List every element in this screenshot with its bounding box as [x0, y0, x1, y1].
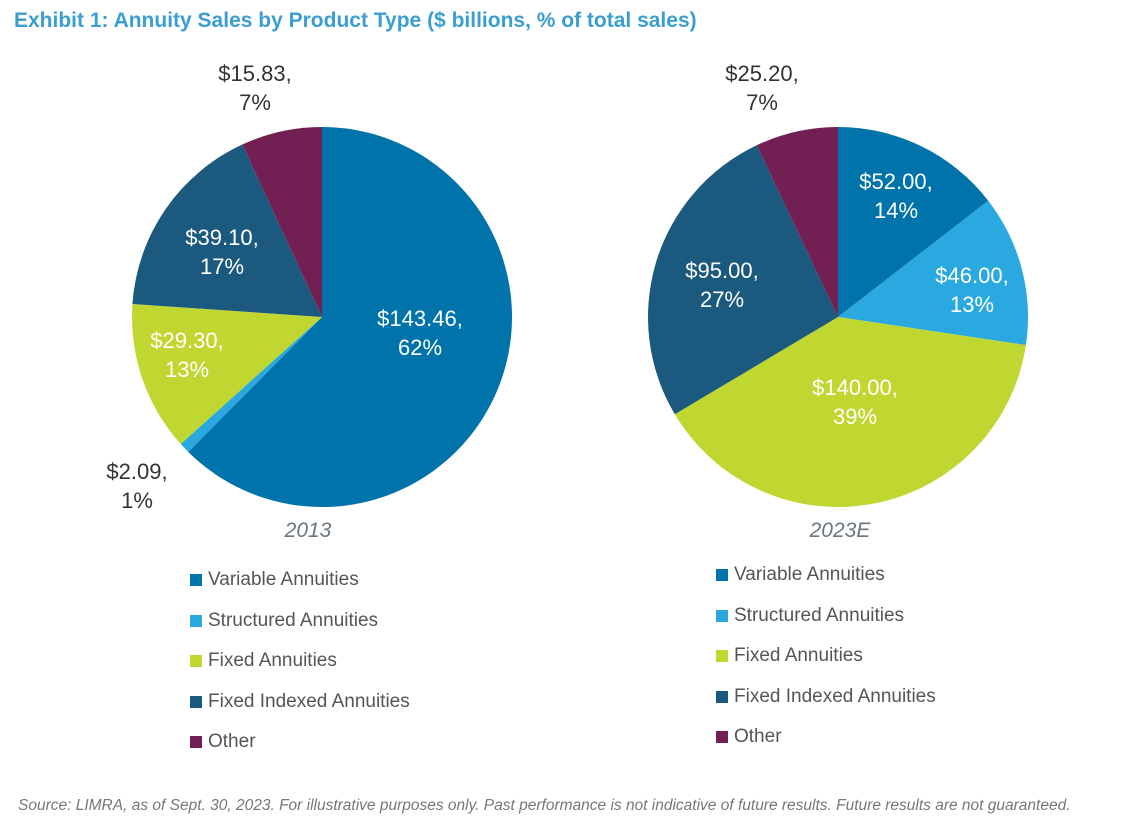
legend-label: Fixed Indexed Annuities [734, 685, 936, 707]
chart-title: Exhibit 1: Annuity Sales by Product Type… [14, 9, 697, 32]
pie-slice-structured-annuities [180, 317, 322, 452]
legend-item: Variable Annuities [716, 555, 936, 596]
legend-label: Fixed Annuities [734, 645, 863, 667]
data-label-2023-other: $25.20, 7% [725, 61, 799, 115]
legend-swatch [190, 655, 202, 668]
pie-slice-other [242, 127, 322, 317]
legend-item: Fixed Indexed Annuities [716, 677, 936, 718]
legend-item: Structured Annuities [190, 601, 410, 642]
legend-label: Variable Annuities [734, 564, 885, 586]
legend-item: Fixed Annuities [716, 636, 936, 677]
legend-item: Other [190, 722, 410, 763]
legend-swatch [716, 731, 728, 744]
legend-2013: Variable Annuities Structured Annuities Fi… [190, 560, 410, 763]
legend-swatch [716, 650, 728, 663]
data-label-2013-other: $15.83, 7% [218, 61, 292, 115]
legend-swatch [716, 609, 728, 622]
pie-slice-variable-annuities [188, 127, 512, 507]
pie-slice-fixed-annuities [132, 303, 322, 445]
data-label-2013-variable: $143.46, 62% [377, 306, 463, 360]
data-label-2013-fixed: $29.30, 13% [150, 328, 224, 382]
data-label-2013-fixed-indexed: $39.10, 17% [185, 225, 259, 279]
legend-swatch [190, 695, 202, 708]
legend-item: Structured Annuities [716, 596, 936, 637]
legend-label: Structured Annuities [208, 609, 379, 631]
pie-slice-fixed-indexed-annuities [132, 144, 322, 317]
data-label-2023-variable: $52.00, 14% [859, 169, 933, 223]
pie-subtitle-2023: 2023E [809, 519, 871, 542]
legend-label: Other [208, 731, 256, 753]
legend-item: Other [716, 717, 936, 758]
legend-label: Variable Annuities [208, 569, 359, 591]
legend-swatch [716, 690, 728, 703]
legend-item: Variable Annuities [190, 560, 410, 601]
legend-item: Fixed Annuities [190, 641, 410, 682]
pie-slice-variable-annuities [838, 127, 989, 317]
legend-label: Fixed Indexed Annuities [208, 690, 410, 712]
legend-swatch [190, 614, 202, 627]
pie-slice-other [756, 127, 838, 317]
data-label-2013-structured: $2.09, 1% [106, 459, 168, 513]
pie-slice-structured-annuities [838, 200, 1029, 346]
legend-swatch [190, 736, 202, 749]
legend-label: Fixed Annuities [208, 650, 337, 672]
data-label-2023-fixed-indexed: $95.00, 27% [685, 258, 759, 312]
pie-slice-fixed-indexed-annuities [648, 145, 838, 415]
pie-slice-fixed-annuities [674, 317, 1026, 508]
legend-label: Other [734, 726, 782, 748]
pie-subtitle-2013: 2013 [284, 519, 332, 542]
data-label-2023-structured: $46.00, 13% [935, 263, 1009, 317]
legend-swatch [716, 569, 728, 582]
legend-item: Fixed Indexed Annuities [190, 682, 410, 723]
legend-swatch [190, 574, 202, 587]
legend-label: Structured Annuities [734, 604, 905, 626]
data-label-2023-fixed: $140.00, 39% [812, 375, 898, 429]
legend-2023: Variable Annuities Structured Annuities Fi… [716, 555, 936, 758]
source-note: Source: LIMRA, as of Sept. 30, 2023. For… [18, 797, 1071, 814]
